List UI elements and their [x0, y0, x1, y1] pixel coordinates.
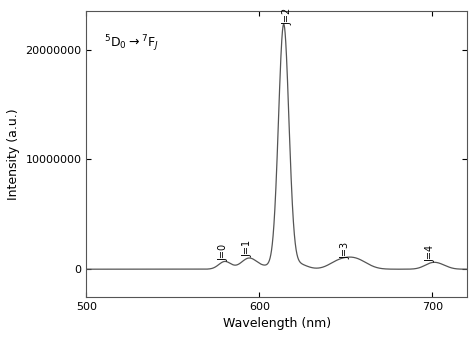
Text: $^5$D$_0$$\rightarrow$$^7$F$_J$: $^5$D$_0$$\rightarrow$$^7$F$_J$	[104, 33, 158, 54]
Y-axis label: Intensity (a.u.): Intensity (a.u.)	[7, 108, 20, 200]
Text: J=4: J=4	[426, 245, 436, 262]
Text: J=0: J=0	[218, 244, 228, 261]
Text: J=3: J=3	[341, 242, 351, 259]
X-axis label: Wavelength (nm): Wavelength (nm)	[223, 317, 331, 330]
Text: J=1: J=1	[242, 240, 252, 257]
Text: J=2: J=2	[282, 8, 292, 26]
